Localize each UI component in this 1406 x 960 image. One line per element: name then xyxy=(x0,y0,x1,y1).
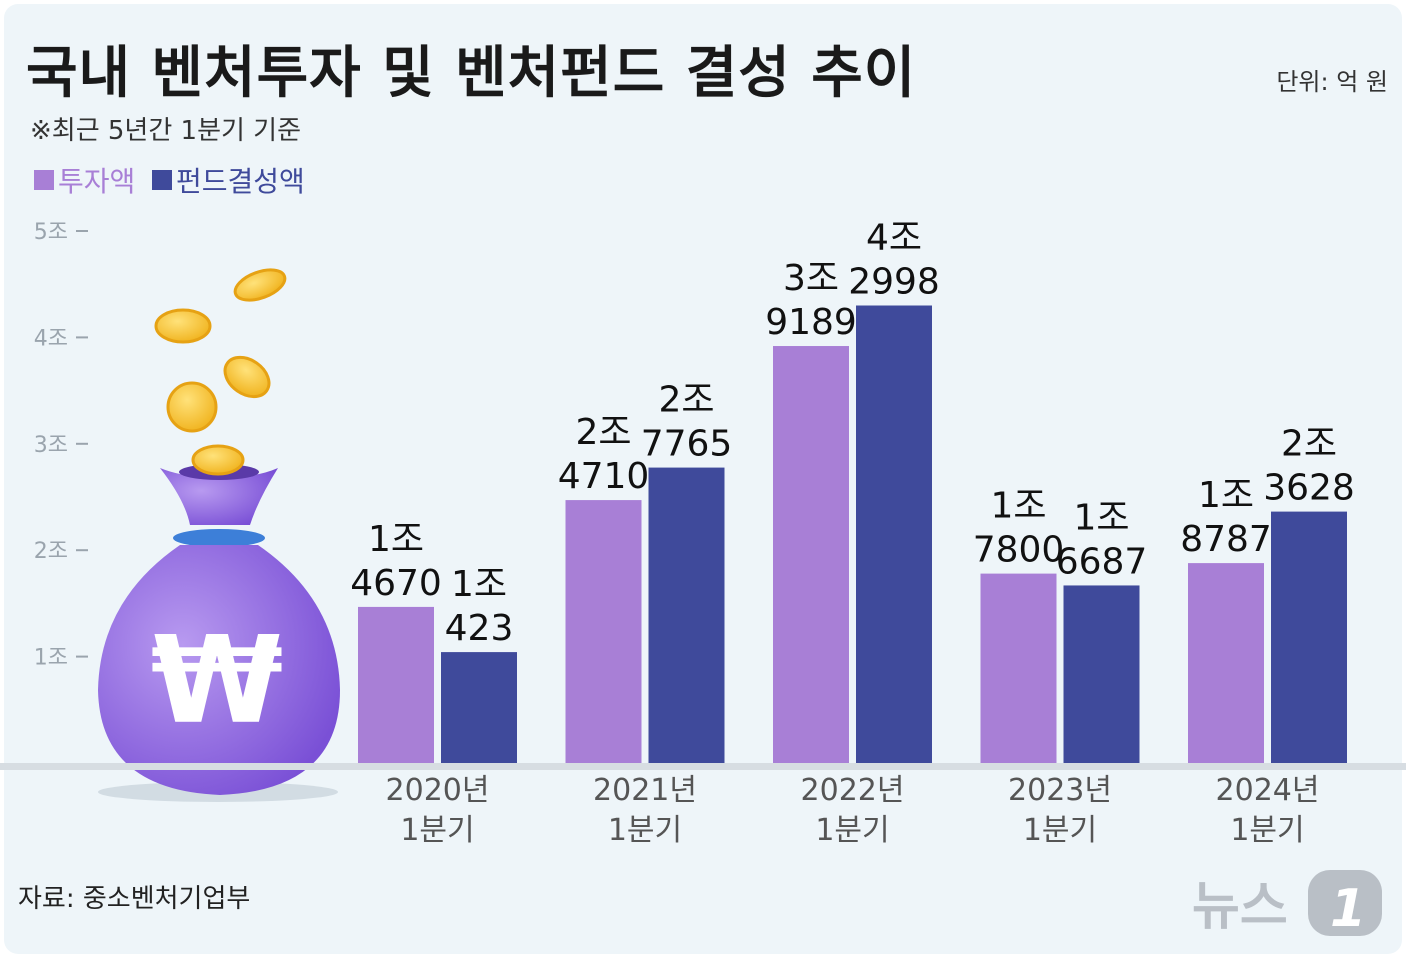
x-category-label: 2022년 1분기 xyxy=(801,773,905,848)
svg-text:₩: ₩ xyxy=(151,612,283,751)
bar-invest xyxy=(980,573,1057,763)
money-bag-icon: ₩ xyxy=(98,268,340,802)
chart-title: 국내 벤처투자 및 벤처펀드 결성 추이 xyxy=(26,41,917,106)
data-label: 2조 7765 xyxy=(641,380,733,465)
x-category-label: 2023년 1분기 xyxy=(1008,773,1112,848)
legend-invest-swatch xyxy=(34,170,54,190)
y-tick-label: 2조 xyxy=(34,539,68,564)
chart-subtitle: ※최근 5년간 1분기 기준 xyxy=(30,116,302,146)
legend-fund: 펀드결성액 xyxy=(152,160,305,200)
x-category-label: 2021년 1분기 xyxy=(593,773,697,848)
bar-invest xyxy=(565,500,642,763)
unit-label: 단위: 억 원 xyxy=(1276,68,1388,96)
data-label: 1조 4670 xyxy=(350,519,442,604)
data-label: 1조 8787 xyxy=(1180,475,1272,560)
svg-text:뉴스: 뉴스 xyxy=(1192,877,1288,937)
bar-fund xyxy=(441,652,517,763)
legend-invest: 투자액 xyxy=(34,160,135,200)
bar-fund xyxy=(1063,585,1140,763)
bar-fund xyxy=(1271,511,1347,763)
data-label: 2조 4710 xyxy=(558,412,650,497)
y-tick-label: 1조 xyxy=(34,646,68,671)
bar-invest xyxy=(1188,563,1264,763)
legend-invest-label: 투자액 xyxy=(58,165,136,198)
data-label: 4조 2998 xyxy=(848,218,940,303)
data-label: 3조 9189 xyxy=(765,258,857,343)
y-tick-label: 5조 xyxy=(34,220,68,245)
source-text: 자료: 중소벤처기업부 xyxy=(18,884,251,914)
bar-fund xyxy=(648,467,725,763)
x-axis-baseline xyxy=(0,763,1406,770)
x-category-label: 2024년 1분기 xyxy=(1216,773,1320,848)
data-label: 1조 6687 xyxy=(1056,497,1148,582)
x-category-label: 2020년 1분기 xyxy=(386,773,490,848)
data-label: 1조 423 xyxy=(445,564,514,649)
bar-invest xyxy=(773,346,849,763)
data-label: 1조 7800 xyxy=(973,486,1065,571)
legend-fund-swatch xyxy=(152,170,172,190)
bar-invest xyxy=(358,606,434,763)
data-label: 2조 3628 xyxy=(1263,424,1355,509)
svg-text:1: 1 xyxy=(1330,879,1366,939)
legend-fund-label: 펀드결성액 xyxy=(176,165,305,198)
news1-logo: 뉴스 1 xyxy=(1192,870,1382,939)
y-tick-label: 4조 xyxy=(34,326,68,351)
y-tick-label: 3조 xyxy=(34,433,68,458)
bar-fund xyxy=(856,305,932,763)
